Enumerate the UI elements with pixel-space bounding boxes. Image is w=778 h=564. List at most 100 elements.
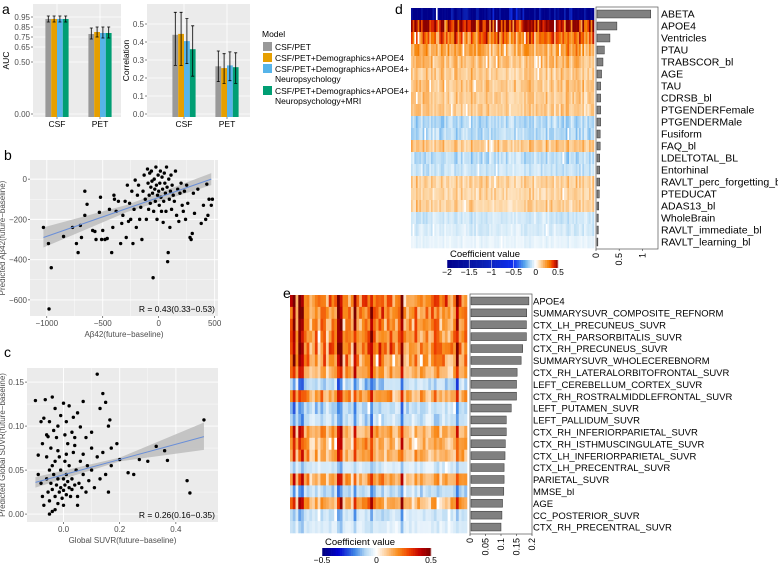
heatmap-cell <box>381 437 385 450</box>
importance-bar <box>596 237 599 247</box>
heatmap-cell <box>309 390 313 403</box>
heatmap-cell <box>431 449 435 462</box>
heatmap-cell <box>339 497 343 510</box>
heatmap-cell <box>454 164 457 177</box>
heatmap-cell <box>395 318 399 331</box>
heatmap-cell <box>457 68 460 81</box>
heatmap-cell <box>439 330 443 343</box>
heatmap-cell <box>320 425 324 439</box>
heatmap-cell <box>569 200 572 213</box>
data-point <box>118 241 123 246</box>
heatmap-cell <box>557 56 560 69</box>
heatmap-cell <box>464 449 468 462</box>
heatmap-cell <box>453 485 457 498</box>
heatmap-cell <box>408 521 412 534</box>
heatmap-cell <box>411 318 415 331</box>
heatmap-cell <box>505 152 508 165</box>
heatmap-cell <box>574 188 576 201</box>
heatmap-cell <box>356 437 360 450</box>
heatmap-cell <box>520 128 523 141</box>
heatmap-cell <box>419 354 424 367</box>
heatmap-cell <box>509 20 512 33</box>
heatmap-cell <box>378 366 382 379</box>
heatmap-cell <box>372 509 377 522</box>
heatmap-cell <box>450 485 454 498</box>
heatmap-cell <box>290 497 294 510</box>
heatmap-cell <box>442 378 446 391</box>
heatmap-cell <box>514 128 517 141</box>
bar-axis-tick-label: 0.05 <box>481 538 491 556</box>
heatmap-cell <box>512 200 515 213</box>
heatmap-cell <box>434 116 437 129</box>
row-label: AGE <box>533 499 553 510</box>
colorbar-tick-label: 0.5 <box>425 555 437 564</box>
heatmap-cell <box>492 116 495 129</box>
heatmap-cell <box>589 8 591 21</box>
heatmap-cell <box>412 140 415 153</box>
heatmap-cell <box>470 140 473 153</box>
heatmap-cell <box>464 402 468 415</box>
heatmap-cell <box>386 318 390 331</box>
heatmap-cell <box>575 140 578 153</box>
heatmap-cell <box>384 342 388 355</box>
heatmap-cell <box>489 32 492 45</box>
heatmap-cell <box>395 342 399 355</box>
heatmap-cell <box>552 8 555 21</box>
heatmap-cell <box>512 140 515 153</box>
heatmap-cell <box>507 44 510 57</box>
colorbar-segment <box>363 548 366 556</box>
heatmap-cell <box>445 44 448 57</box>
heatmap-cell <box>444 8 447 21</box>
heatmap-cell <box>422 521 426 534</box>
heatmap-row-ptau <box>411 44 595 57</box>
heatmap-cell <box>439 152 442 165</box>
heatmap-cell <box>465 92 468 105</box>
data-point <box>44 455 49 459</box>
heatmap-cell <box>425 104 428 117</box>
heatmap-cell <box>545 224 548 237</box>
heatmap-cell <box>408 509 412 522</box>
heatmap-cell <box>323 330 327 343</box>
heatmap-cell <box>500 104 503 117</box>
heatmap-cell <box>392 521 396 534</box>
heatmap-cell <box>395 414 399 427</box>
heatmap-cell <box>549 128 552 141</box>
heatmap-cell <box>535 188 538 201</box>
heatmap-cell <box>425 152 428 165</box>
heatmap-cell <box>435 20 438 33</box>
heatmap-cell <box>482 140 485 153</box>
heatmap-cell <box>367 390 371 403</box>
heatmap-cell <box>572 116 575 129</box>
heatmap-cell <box>432 104 435 117</box>
heatmap-cell <box>449 164 452 177</box>
heatmap-cell <box>569 188 572 201</box>
heatmap-cell <box>552 164 555 177</box>
heatmap-cell <box>562 32 565 45</box>
heatmap-cell <box>414 92 417 105</box>
heatmap-cell <box>575 116 578 129</box>
heatmap-cell <box>323 497 327 510</box>
heatmap-cell <box>422 140 425 153</box>
data-point <box>46 434 50 439</box>
heatmap-cell <box>569 44 572 57</box>
heatmap-cell <box>562 80 565 93</box>
heatmap-cell <box>348 342 352 355</box>
heatmap-cell <box>397 521 401 534</box>
heatmap-cell <box>485 116 488 129</box>
heatmap-cell <box>419 236 422 249</box>
heatmap-cell <box>487 32 490 45</box>
heatmap-row-age <box>411 68 595 81</box>
heatmap-cell <box>557 8 560 21</box>
heatmap-cell <box>356 390 360 403</box>
heatmap-cell <box>544 128 547 141</box>
heatmap-cell <box>370 318 374 331</box>
heatmap-cell <box>525 80 528 93</box>
colorbar-segment <box>407 548 410 556</box>
heatmap-cell <box>425 378 429 391</box>
colorbar-segment <box>372 548 375 556</box>
heatmap-cell <box>522 68 525 81</box>
heatmap-cell <box>417 295 421 308</box>
colorbar-segment <box>411 548 414 556</box>
y-tick-label: 0.5 <box>133 20 145 29</box>
colorbar-segment <box>336 548 339 556</box>
